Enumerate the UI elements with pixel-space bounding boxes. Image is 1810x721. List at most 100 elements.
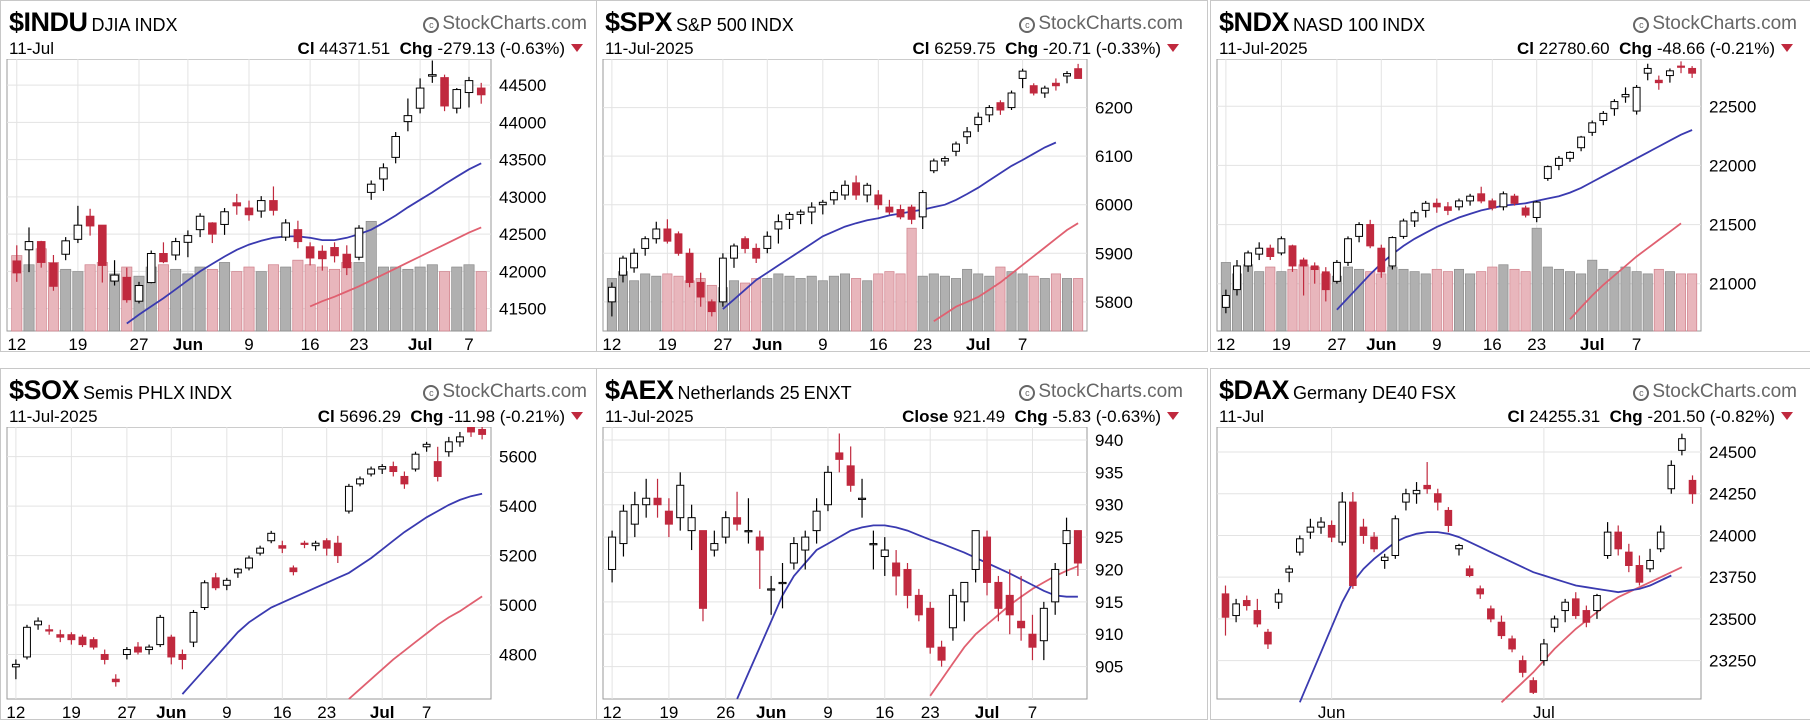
candle-body [1306,526,1315,533]
volume-bar [475,271,487,332]
candle-body [1266,247,1275,257]
volume-bar [1465,273,1476,332]
chg-label: Chg [1609,407,1643,426]
candle-body [1610,101,1619,110]
x-tick-label: Jul [1533,703,1555,721]
price-chart[interactable]: 21000 21500 22000 22500 12 19 27 Jun 9 16 23 Jul 7 [1211,59,1810,353]
y-tick-label: 905 [1095,658,1123,677]
index-name: Netherlands 25 [677,383,800,403]
volume-bar [884,271,895,332]
candle-body [1667,464,1676,490]
candle-body [1338,501,1347,543]
candle-body [1029,85,1038,94]
candle-body [167,636,176,658]
candle-body [619,257,627,276]
candle-body [880,549,889,558]
volume-bar [1442,271,1453,332]
candle-body [685,252,694,283]
moving-average-slow [933,222,1079,323]
volume-bar [280,266,292,332]
candle-body [36,241,46,263]
symbol[interactable]: $INDU [9,7,88,37]
candle-body [664,510,673,525]
volume-bar [762,278,773,332]
exchange: FSX [1421,383,1457,403]
volume-bar [1520,271,1531,332]
volume-bar [255,271,267,332]
volume-bar [784,275,795,332]
candle-body [122,649,131,655]
candle-body [208,222,217,235]
candle-body [171,241,180,256]
x-tick-label: 7 [1018,335,1027,353]
close-label: Cl [317,407,335,426]
exchange: INDX [134,15,178,35]
moving-average-fast [1298,531,1672,703]
volume-bar [629,280,640,332]
price-chart[interactable]: 23250 23500 23750 24000 24250 24500 Jun Jul [1211,427,1810,721]
symbol[interactable]: $AEX [605,375,674,405]
x-tick-label: 23 [921,703,940,721]
x-tick-label: 23 [913,335,932,353]
volume-bar [1276,271,1287,332]
volume-bar [377,266,389,332]
volume-bar [72,271,84,332]
volume-bar [243,266,255,332]
candle-body [1051,568,1060,603]
y-tick-label: 23500 [1709,610,1756,629]
price-chart[interactable]: 5800 5900 6000 6100 6200 12 19 27 Jun 9 16 23 Jul 7 [597,59,1209,353]
candle-body [330,247,339,257]
candle-body [767,588,776,591]
y-tick-label: 5800 [1095,293,1133,312]
symbol[interactable]: $SOX [9,375,80,405]
x-tick-label: Jun [756,703,786,721]
candle-body [56,634,65,638]
candle-body [1543,166,1552,179]
candle-body [1665,70,1674,77]
candle-body [1039,607,1048,642]
candle-body [863,184,872,196]
volume-bar [984,275,995,332]
x-tick-label: 12 [603,703,622,721]
candle-body [1477,193,1486,202]
symbol[interactable]: $DAX [1219,375,1290,405]
close-value: 24255.31 [1529,407,1601,426]
chg-value: -48.66 (-0.21%) [1656,39,1775,58]
y-tick-label: 4800 [499,645,537,664]
symbol[interactable]: $NDX [1219,7,1290,37]
chg-value: -201.50 (-0.82%) [1647,407,1775,426]
x-tick-label: 27 [130,335,149,353]
x-tick-label: 26 [716,703,735,721]
volume-bar [304,264,316,332]
candle-body [411,453,420,470]
candle-body [1017,620,1026,629]
candle-body [156,616,165,646]
volume-bar [1028,275,1039,332]
candle-body [1497,621,1506,637]
price-chart[interactable]: 905 910 915 920 925 930 935 940 12 19 26 Jun 9 16 23 Ju… [597,427,1209,721]
candle-body [630,504,639,525]
price-chart[interactable]: 4800 5000 5200 5400 5600 12 19 27 Jun 9 16 23 Jul 7 [1,427,613,721]
candle-body [12,260,22,274]
candle-body [829,192,838,201]
candle-body [478,428,487,435]
candle-body [322,540,331,549]
volume-bar [1509,268,1520,332]
chart-panel-aex: $AEX Netherlands 25 ENXT c StockCharts.com … [596,368,1209,721]
candle-body [892,562,901,577]
close-value: 921.49 [953,407,1006,426]
candle-body [1018,70,1027,79]
chart-panel-indu: $INDU DJIA INDX c StockCharts.com 11-Jul Cl … [0,0,613,353]
y-tick-label: 44000 [499,113,546,132]
price-chart[interactable]: 41500 42000 42500 43000 43500 44000 44500 12 19 2… [1,59,613,353]
candle-body [1635,565,1644,583]
candle-body [1355,224,1364,237]
volume-bar [740,282,751,332]
volume-bar [231,271,243,332]
candle-body [937,646,946,661]
moving-average-slow [1569,222,1682,320]
symbol[interactable]: $SPX [605,7,673,37]
candle-body [1444,509,1453,526]
down-arrow-icon [571,412,583,420]
candle-body [428,74,437,77]
